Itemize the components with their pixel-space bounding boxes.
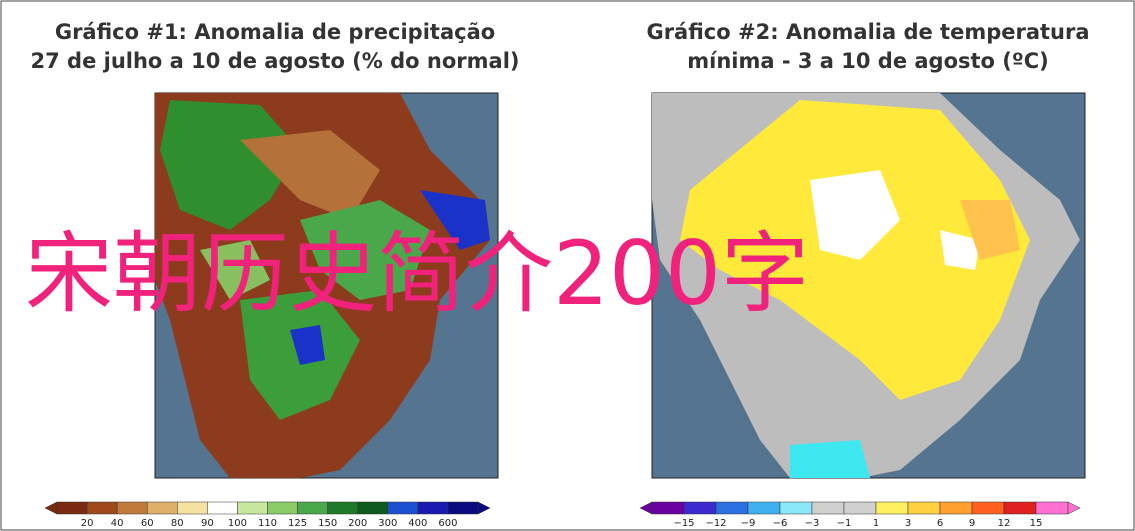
colorbar: 20 40 60 80 90 100 110 125 150 200 300 400 600 [44, 501, 491, 529]
colorbar-label: 80 [171, 518, 184, 529]
colorbar-segment [971, 501, 1005, 515]
colorbar-label: 1 [873, 518, 879, 529]
colorbar-segment [56, 501, 88, 515]
colorbar-label: 100 [228, 518, 247, 529]
temperature-map [651, 92, 1086, 479]
colorbar-segment [86, 501, 118, 515]
colorbar-label: −6 [773, 518, 788, 529]
colorbar-label: −9 [741, 518, 756, 529]
colorbar-segment [683, 501, 717, 515]
colorbar-label: 6 [937, 518, 943, 529]
colorbar-segment [267, 501, 298, 515]
colorbar-segment [1003, 501, 1037, 515]
colorbar-segment [207, 501, 238, 515]
colorbar-label: 110 [258, 518, 277, 529]
colorbar-label: 40 [111, 518, 124, 529]
colorbar-label: 20 [81, 518, 94, 529]
colorbar-segment [875, 501, 909, 515]
colorbar-segment [297, 501, 328, 515]
colorbar-segment [327, 501, 358, 515]
colorbar-segment [715, 501, 749, 515]
colorbar-label: 9 [969, 518, 975, 529]
colorbar-segment [177, 501, 208, 515]
colorbar-label: 400 [408, 518, 427, 529]
colorbar-arrow [639, 501, 653, 515]
colorbar-label: 125 [288, 518, 307, 529]
colorbar-segment [843, 501, 877, 515]
colorbar-segment [747, 501, 781, 515]
colorbar-segment [447, 501, 479, 515]
colorbar-segment [651, 501, 685, 515]
colorbar-label: −1 [837, 518, 852, 529]
colorbar-segment [357, 501, 389, 515]
panel-subtitle: 27 de julho a 10 de agosto (% do normal) [31, 49, 520, 73]
colorbar-segment [387, 501, 419, 515]
colorbar-label: 90 [201, 518, 214, 529]
colorbar-segment [1035, 501, 1069, 515]
colorbar-label: −3 [805, 518, 820, 529]
colorbar-label: 15 [1030, 518, 1043, 529]
colorbar-label: 200 [348, 518, 367, 529]
colorbar-label: 600 [438, 518, 457, 529]
colorbar-label: −15 [673, 518, 694, 529]
panel-title: Gráfico #2: Anomalia de temperatura [646, 20, 1089, 44]
colorbar-label: 300 [378, 518, 397, 529]
colorbar-segment [146, 501, 178, 515]
colorbar-segment [237, 501, 268, 515]
colorbar-arrow [1067, 501, 1081, 515]
colorbar-arrow [44, 501, 58, 515]
panel-subtitle: mínima - 3 a 10 de agosto (ºC) [687, 49, 1049, 73]
colorbar-label: −12 [705, 518, 726, 529]
colorbar-segment [939, 501, 973, 515]
colorbar-label: 3 [905, 518, 911, 529]
colorbar-label: 60 [141, 518, 154, 529]
colorbar-label: 12 [998, 518, 1011, 529]
colorbar-segment [116, 501, 148, 515]
colorbar: −15 −12 −9 −6 −3 −1 1 3 6 9 12 15 [639, 501, 1081, 529]
overlay-text: 宋朝历史简介200字 [25, 222, 809, 325]
colorbar-segment [417, 501, 449, 515]
colorbar-label: 150 [318, 518, 337, 529]
panel-title: Gráfico #1: Anomalia de precipitação [55, 20, 495, 44]
colorbar-segment [907, 501, 941, 515]
colorbar-arrow [477, 501, 491, 515]
precipitation-map [154, 92, 499, 479]
colorbar-segment [811, 501, 845, 515]
colorbar-segment [779, 501, 813, 515]
